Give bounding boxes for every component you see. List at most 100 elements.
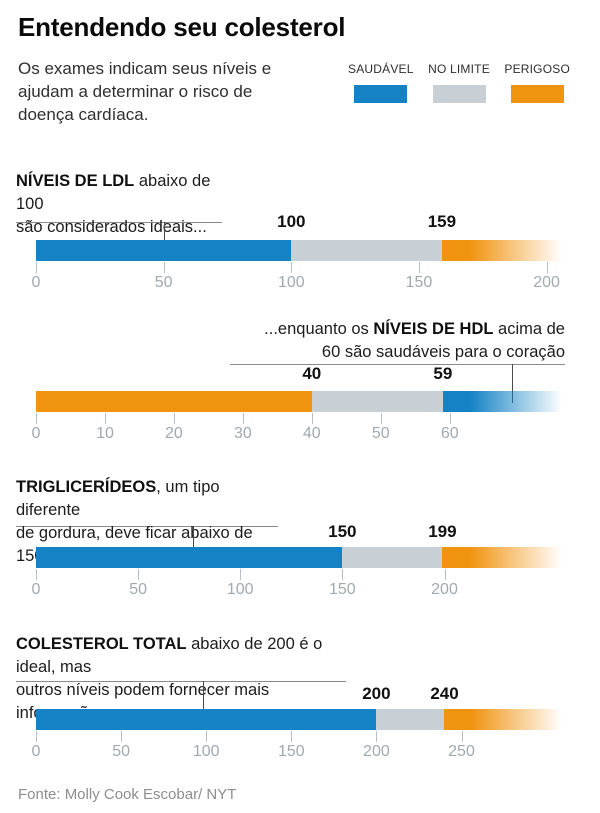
chart-ldl: NÍVEIS DE LDL abaixo de 100 são considera… <box>0 170 600 318</box>
threshold-label: 200 <box>362 684 391 703</box>
axis-tick-label: 150 <box>405 274 433 291</box>
annotation-text: ...enquanto os NÍVEIS DE HDL acima de 60 … <box>230 318 565 364</box>
axis-tick-label: 200 <box>363 743 390 760</box>
annotation-fragment: são considerados ideais... <box>16 218 207 236</box>
axis-tick-label: 100 <box>226 581 254 598</box>
annotation-pointer-line <box>163 222 165 253</box>
bar-segment-healthy <box>442 391 567 412</box>
bar-segment-healthy <box>36 547 343 568</box>
axis-tick-label: 0 <box>31 743 41 760</box>
legend-item-perigoso: PERIGOSO <box>504 62 570 103</box>
legend-swatch-danger <box>510 85 564 103</box>
axis-tick <box>173 413 175 424</box>
axis-tick <box>291 731 293 742</box>
annotation-pointer-line <box>193 526 195 559</box>
threshold-label: 40 <box>302 364 322 383</box>
axis-tick <box>206 731 208 742</box>
chart-total-cholesterol: COLESTEROL TOTAL abaixo de 200 é o ideal… <box>0 633 600 781</box>
axis-tick <box>342 569 344 580</box>
annotation-pointer-line <box>202 681 204 721</box>
axis-tick-label: 250 <box>448 743 475 760</box>
annotation-fragment: acima de <box>493 320 565 338</box>
range-bar <box>36 240 567 261</box>
axis-tick-label: 60 <box>440 425 459 442</box>
chart-triglycerides: TRIGLICERÍDEOS, um tipo diferente de gord… <box>0 476 600 624</box>
bar-segment-danger <box>441 240 567 261</box>
subtitle: Os exames indicam seus níveis e ajudam a… <box>18 57 271 126</box>
axis-tick-label: 10 <box>96 425 114 442</box>
axis-tick <box>444 569 446 580</box>
subtitle-line: doença cardíaca. <box>18 105 149 124</box>
axis-tick-label: 100 <box>192 743 220 760</box>
bar-segment-danger <box>36 391 312 412</box>
annotation-term: NÍVEIS DE LDL <box>16 172 135 190</box>
axis-tick <box>380 413 382 424</box>
axis-tick-label: 50 <box>154 274 173 291</box>
bar-segment-danger <box>442 547 567 568</box>
legend-label: SAUDÁVEL <box>348 62 414 76</box>
chart-annotation: COLESTEROL TOTAL abaixo de 200 é o ideal… <box>16 633 346 722</box>
axis-tick-label: 40 <box>302 425 321 442</box>
axis-tick <box>36 569 37 580</box>
annotation-term: COLESTEROL TOTAL <box>16 635 187 653</box>
axis-tick-label: 50 <box>371 425 390 442</box>
axis-tick <box>546 262 548 273</box>
axis-tick-label: 20 <box>164 425 183 442</box>
axis-tick-label: 0 <box>31 581 41 598</box>
annotation-text: NÍVEIS DE LDL abaixo de 100 são considera… <box>16 170 222 239</box>
page-title: Entendendo seu colesterol <box>18 12 346 42</box>
legend-label: PERIGOSO <box>504 62 570 76</box>
axis-tick-label: 0 <box>31 425 41 442</box>
legend-item-saudavel: SAUDÁVEL <box>348 62 414 103</box>
axis-tick-label: 150 <box>277 743 305 760</box>
chart-annotation: NÍVEIS DE LDL abaixo de 100 são considera… <box>16 170 222 236</box>
axis-tick <box>449 413 451 424</box>
axis-tick <box>242 413 244 424</box>
range-bar <box>36 547 567 568</box>
axis-tick <box>36 413 37 424</box>
axis-tick-label: 50 <box>112 743 130 760</box>
axis-tick-label: 100 <box>277 274 305 291</box>
annotation-fragment: 60 são saudáveis para o coração <box>321 343 565 361</box>
subtitle-line: Os exames indicam seus níveis e <box>18 59 272 78</box>
source-credit: Fonte: Molly Cook Escobar/ NYT <box>18 786 237 803</box>
threshold-label: 240 <box>430 684 459 703</box>
annotation-term: NÍVEIS DE HDL <box>373 320 494 338</box>
legend: SAUDÁVEL NO LIMITE PERIGOSO <box>348 62 570 103</box>
bar-segment-limit <box>311 391 443 412</box>
range-bar <box>36 391 567 412</box>
legend-swatch-healthy <box>354 85 408 103</box>
axis-tick-label: 200 <box>533 274 560 291</box>
threshold-label: 59 <box>433 364 453 383</box>
axis-tick-label: 0 <box>31 274 41 291</box>
bar-segment-danger <box>444 709 567 730</box>
axis-tick <box>105 413 106 424</box>
annotation-text: COLESTEROL TOTAL abaixo de 200 é o ideal… <box>16 633 346 725</box>
annotation-pointer-line <box>511 364 513 403</box>
axis-tick <box>461 731 463 742</box>
chart-annotation: ...enquanto os NÍVEIS DE HDL acima de 60 … <box>230 318 565 365</box>
chart-hdl: ...enquanto os NÍVEIS DE HDL acima de 60 … <box>0 318 600 466</box>
axis-tick <box>36 731 37 742</box>
axis-tick <box>36 262 37 273</box>
bar-segment-healthy <box>36 709 377 730</box>
annotation-term: TRIGLICERÍDEOS <box>16 478 157 496</box>
bar-segment-healthy <box>36 240 292 261</box>
axis-tick <box>376 731 378 742</box>
axis-tick <box>291 262 293 273</box>
axis-tick-label: 30 <box>233 425 252 442</box>
axis-tick <box>311 413 313 424</box>
bar-segment-limit <box>291 240 442 261</box>
axis-tick <box>418 262 420 273</box>
threshold-label: 150 <box>328 522 357 541</box>
threshold-label: 159 <box>427 212 457 231</box>
annotation-fragment: abaixo de 100 <box>16 172 211 213</box>
axis-tick <box>121 731 123 742</box>
bar-segment-limit <box>342 547 443 568</box>
bar-segment-limit <box>376 709 445 730</box>
threshold-label: 100 <box>277 212 306 231</box>
axis-tick <box>240 569 242 580</box>
threshold-label: 199 <box>428 522 457 541</box>
legend-item-no-limite: NO LIMITE <box>428 62 490 103</box>
axis-tick-label: 200 <box>431 581 458 598</box>
